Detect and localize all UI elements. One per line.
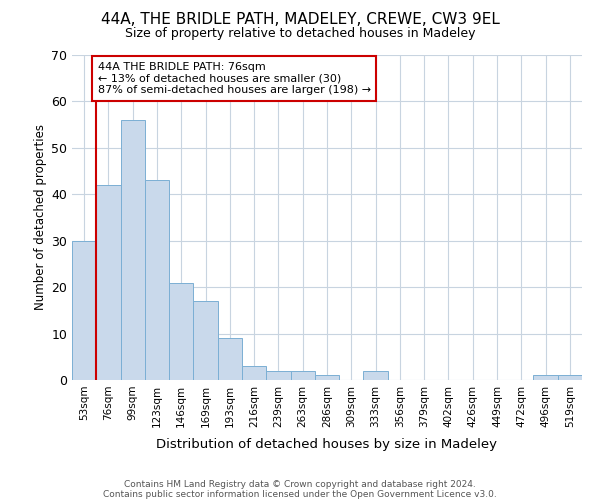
Text: 44A, THE BRIDLE PATH, MADELEY, CREWE, CW3 9EL: 44A, THE BRIDLE PATH, MADELEY, CREWE, CW… [101, 12, 499, 28]
Text: Size of property relative to detached houses in Madeley: Size of property relative to detached ho… [125, 28, 475, 40]
Text: Contains HM Land Registry data © Crown copyright and database right 2024.: Contains HM Land Registry data © Crown c… [124, 480, 476, 489]
Bar [96, 185, 121, 380]
Bar [266, 370, 290, 380]
Text: 44A THE BRIDLE PATH: 76sqm
← 13% of detached houses are smaller (30)
87% of semi: 44A THE BRIDLE PATH: 76sqm ← 13% of deta… [97, 62, 371, 95]
Bar [290, 370, 315, 380]
Bar [364, 370, 388, 380]
Bar [315, 376, 339, 380]
Bar [121, 120, 145, 380]
Bar [145, 180, 169, 380]
X-axis label: Distribution of detached houses by size in Madeley: Distribution of detached houses by size … [157, 438, 497, 451]
Bar [218, 338, 242, 380]
Bar [533, 376, 558, 380]
Text: Contains public sector information licensed under the Open Government Licence v3: Contains public sector information licen… [103, 490, 497, 499]
Bar [193, 301, 218, 380]
Bar [169, 282, 193, 380]
Bar [242, 366, 266, 380]
Bar [558, 376, 582, 380]
Bar [72, 240, 96, 380]
Y-axis label: Number of detached properties: Number of detached properties [34, 124, 47, 310]
